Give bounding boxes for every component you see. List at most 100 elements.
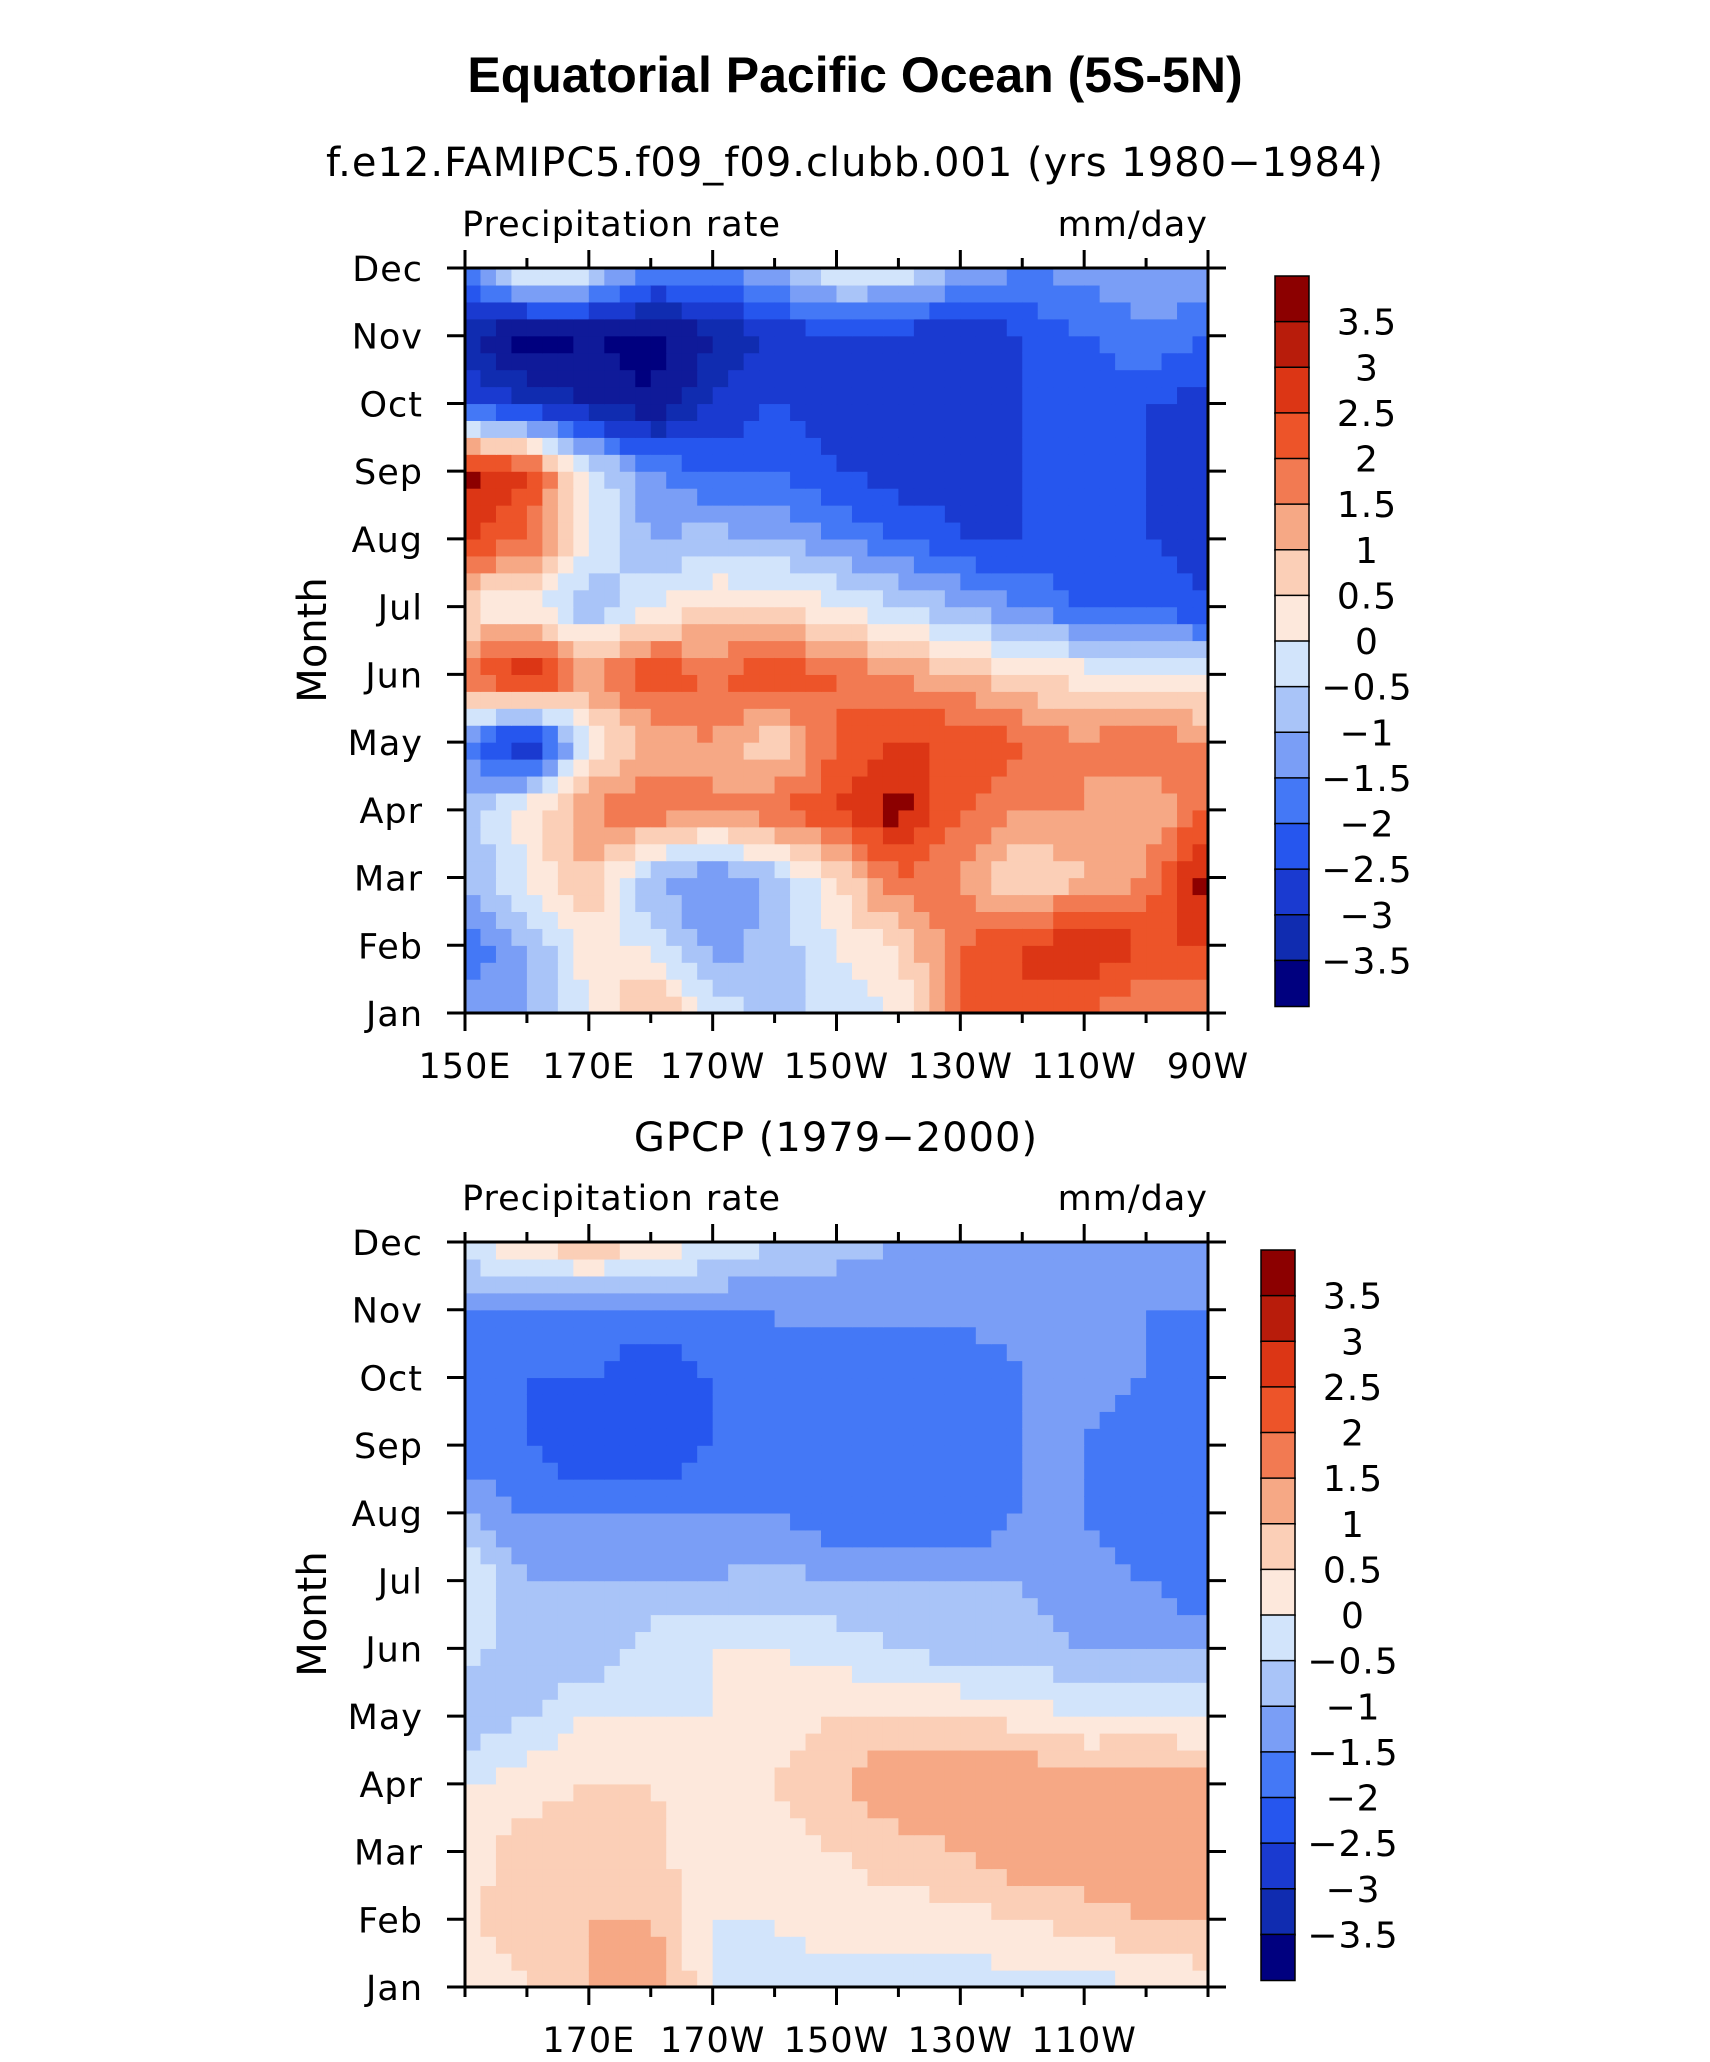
heatmap-cell (604, 792, 621, 811)
heatmap-cell (557, 691, 574, 709)
heatmap-cell (604, 1699, 621, 1717)
heatmap-cell (495, 1326, 513, 1345)
heatmap-cell (1130, 1716, 1147, 1734)
heatmap-cell (650, 860, 667, 879)
heatmap-cell (712, 606, 729, 625)
heatmap-cell (821, 1275, 838, 1294)
heatmap-cell (836, 843, 853, 862)
heatmap-cell (1177, 1716, 1194, 1734)
heatmap-cell (604, 979, 621, 997)
heatmap-cell (867, 1563, 884, 1582)
heatmap-cell (790, 996, 807, 1014)
heatmap-cell (929, 1648, 946, 1666)
heatmap-cell (526, 945, 543, 963)
heatmap-cell (465, 1953, 482, 1971)
heatmap-cell (759, 1817, 776, 1836)
heatmap-cell (774, 521, 791, 540)
heatmap-cell (573, 589, 590, 608)
heatmap-cell (1053, 1699, 1070, 1717)
heatmap-cell (495, 420, 513, 438)
colorbar-label: 3.5 (1337, 303, 1397, 344)
heatmap-cell (975, 1919, 992, 1937)
heatmap-cell (991, 1411, 1008, 1429)
heatmap-cell (1022, 1800, 1039, 1819)
colorbar-label: −1 (1325, 1687, 1380, 1728)
heatmap-cell (1192, 1343, 1209, 1362)
heatmap-cell (1146, 1919, 1163, 1937)
heatmap-cell (635, 488, 652, 506)
heatmap-cell (681, 437, 698, 455)
heatmap-cell (774, 1817, 791, 1836)
heatmap-cell (728, 1614, 745, 1633)
heatmap-cell (821, 1970, 838, 1988)
heatmap-cell (759, 1411, 776, 1429)
heatmap-cell (944, 505, 961, 523)
heatmap-cell (666, 1682, 683, 1700)
heatmap-cell (759, 1546, 776, 1565)
heatmap-cell (712, 1597, 729, 1616)
heatmap-cell (465, 454, 482, 472)
heatmap-cell (588, 742, 605, 760)
heatmap-cell (774, 318, 791, 337)
heatmap-cell (557, 403, 574, 421)
heatmap-cell (1130, 657, 1147, 675)
heatmap-cell (666, 1242, 683, 1260)
heatmap-cell (898, 420, 915, 438)
heatmap-cell (557, 911, 574, 929)
heatmap-cell (975, 1766, 992, 1785)
heatmap-cell (743, 996, 760, 1014)
heatmap-cell (1099, 335, 1116, 354)
heatmap-cell (650, 1682, 667, 1700)
heatmap-cell (666, 1885, 683, 1903)
heatmap-cell (697, 301, 714, 320)
heatmap-cell (1053, 1682, 1070, 1700)
heatmap-cell (1068, 759, 1085, 777)
heatmap-cell (650, 1817, 667, 1836)
heatmap-cell (511, 505, 528, 523)
heatmap-cell (821, 1699, 838, 1717)
heatmap-cell (759, 1834, 776, 1853)
heatmap-cell (1037, 1258, 1054, 1277)
heatmap-cell (588, 962, 605, 980)
heatmap-cell (790, 505, 807, 523)
heatmap-cell (635, 894, 652, 913)
heatmap-cell (743, 1970, 760, 1988)
heatmap-cell (542, 538, 559, 557)
heatmap-cell (1130, 1529, 1147, 1548)
heatmap-cell (913, 606, 930, 625)
heatmap-cell (495, 809, 513, 828)
heatmap-cell (650, 674, 667, 692)
heatmap-cell (542, 945, 559, 963)
heatmap-cell (1192, 352, 1209, 371)
heatmap-cell (635, 996, 652, 1014)
heatmap-cell (542, 284, 559, 303)
heatmap-cell (960, 996, 977, 1014)
heatmap-cell (960, 1309, 977, 1328)
heatmap-cell (867, 792, 884, 811)
heatmap-cell (991, 1275, 1008, 1294)
heatmap-cell (944, 1309, 961, 1328)
heatmap-cell (635, 1580, 652, 1599)
heatmap-cell (635, 1546, 652, 1565)
heatmap-cell (960, 301, 977, 320)
heatmap-cell (821, 1580, 838, 1599)
heatmap-cell (526, 1377, 543, 1395)
heatmap-cell (960, 640, 977, 659)
heatmap-cell (1177, 369, 1194, 388)
heatmap-cell (913, 708, 930, 726)
heatmap-cell (1022, 386, 1039, 405)
heatmap-cell (1130, 742, 1147, 760)
heatmap-cell (465, 843, 482, 862)
heatmap-cell (511, 1953, 528, 1971)
heatmap-cell (1192, 979, 1209, 997)
heatmap-cell (774, 572, 791, 591)
heatmap-cell (681, 1919, 698, 1937)
heatmap-cell (1130, 979, 1147, 997)
heatmap-cell (898, 386, 915, 405)
heatmap-cell (604, 725, 621, 743)
heatmap-cell (960, 1919, 977, 1937)
heatmap-cell (821, 1445, 838, 1463)
heatmap-cell (1099, 979, 1116, 997)
heatmap-cell (1022, 1258, 1039, 1277)
heatmap-cell (1022, 1563, 1039, 1582)
